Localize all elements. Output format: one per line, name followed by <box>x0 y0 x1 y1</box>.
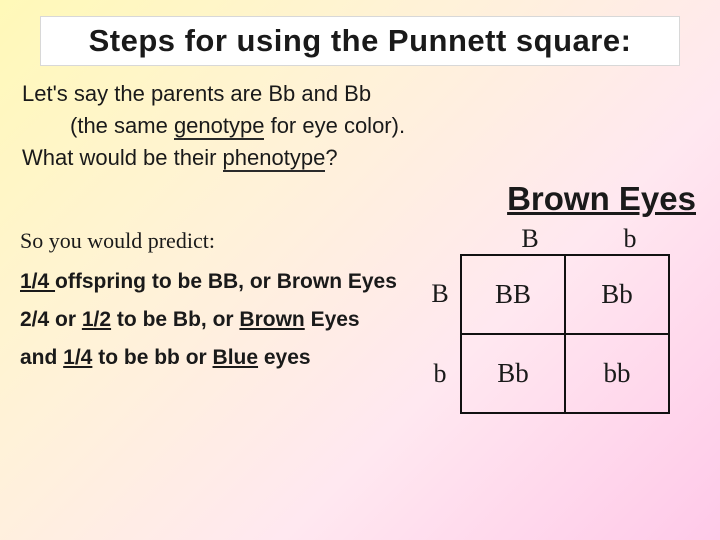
pred3-a: and <box>20 346 63 369</box>
pred3-color: Blue <box>213 346 259 369</box>
intro-line2c: for eye color). <box>264 113 405 138</box>
cell-0-0: BB <box>461 255 565 334</box>
pred1-mid: offspring to be BB, or <box>55 270 277 293</box>
pred2-end: Eyes <box>305 308 360 331</box>
intro-line3c: ? <box>325 145 337 170</box>
pred2-mid: to be Bb, or <box>111 308 239 331</box>
side-allele-0: B <box>420 279 460 309</box>
intro-text: Let's say the parents are Bb and Bb (the… <box>22 78 700 174</box>
pred3-frac: 1/4 <box>63 346 92 369</box>
intro-line2: (the same genotype for eye color). <box>22 110 700 142</box>
punnett-square: BB Bb Bb bb <box>460 254 670 414</box>
pred2-color: Brown <box>239 308 304 331</box>
predict-label: So you would predict: <box>20 228 412 254</box>
slide-title: Steps for using the Punnett square: <box>51 23 669 59</box>
title-box: Steps for using the Punnett square: <box>40 16 680 66</box>
prediction-1: 1/4 offspring to be BB, or Brown Eyes <box>20 270 412 294</box>
side-allele-1: b <box>420 359 460 389</box>
pred1-frac: 1/4 <box>20 270 55 293</box>
phenotype-answer: Brown Eyes <box>20 180 696 218</box>
intro-line1: Let's say the parents are Bb and Bb <box>22 81 371 106</box>
table-row: Bb bb <box>461 334 669 413</box>
punnett-side-alleles: B b <box>420 254 460 414</box>
pred3-mid: to be bb or <box>92 346 212 369</box>
pred1-color: Brown <box>277 270 342 293</box>
cell-1-0: Bb <box>461 334 565 413</box>
punnett-column: B b B b BB Bb Bb bb <box>420 224 700 414</box>
pred1-end: Eyes <box>342 270 397 293</box>
prediction-3: and 1/4 to be bb or Blue eyes <box>20 346 412 370</box>
predictions-column: So you would predict: 1/4 offspring to b… <box>20 224 412 414</box>
genotype-word: genotype <box>174 113 265 140</box>
punnett-wrap: B b BB Bb Bb bb <box>420 254 700 414</box>
intro-line2a: (the same <box>70 113 174 138</box>
intro-line3: What would be their phenotype? <box>22 145 338 172</box>
pred2-a: 2/4 or <box>20 308 82 331</box>
pred2-frac: 1/2 <box>82 308 111 331</box>
top-allele-0: B <box>480 224 580 254</box>
slide: Steps for using the Punnett square: Let'… <box>0 0 720 540</box>
phenotype-word: phenotype <box>223 145 326 172</box>
punnett-top-alleles: B b <box>480 224 700 254</box>
cell-0-1: Bb <box>565 255 669 334</box>
prediction-2: 2/4 or 1/2 to be Bb, or Brown Eyes <box>20 308 412 332</box>
pred3-end: eyes <box>258 346 311 369</box>
top-allele-1: b <box>580 224 680 254</box>
intro-line3a: What would be their <box>22 145 223 170</box>
lower-row: So you would predict: 1/4 offspring to b… <box>20 224 700 414</box>
cell-1-1: bb <box>565 334 669 413</box>
table-row: BB Bb <box>461 255 669 334</box>
